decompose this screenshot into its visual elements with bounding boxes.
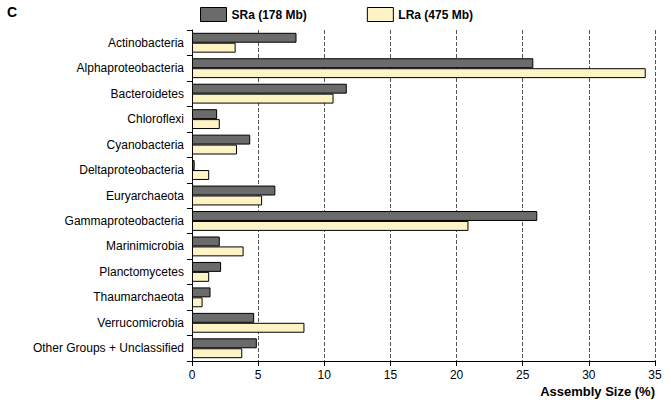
svg-text:Alphaproteobacteria: Alphaproteobacteria (77, 61, 185, 75)
svg-text:Euryarchaeota: Euryarchaeota (106, 189, 184, 203)
svg-text:Chloroflexi: Chloroflexi (127, 112, 184, 126)
svg-text:Marinimicrobia: Marinimicrobia (106, 239, 184, 253)
svg-text:C: C (7, 4, 17, 20)
svg-text:20: 20 (450, 368, 464, 382)
svg-text:Verrucomicrobia: Verrucomicrobia (97, 316, 184, 330)
svg-text:Cyanobacteria: Cyanobacteria (107, 138, 185, 152)
svg-text:Deltaproteobacteria: Deltaproteobacteria (79, 163, 184, 177)
svg-text:Planctomycetes: Planctomycetes (99, 265, 184, 279)
svg-text:0: 0 (189, 368, 196, 382)
svg-text:35: 35 (648, 368, 662, 382)
svg-text:Bacteroidetes: Bacteroidetes (111, 87, 184, 101)
svg-text:Other Groups + Unclassified: Other Groups + Unclassified (33, 341, 184, 355)
svg-text:Assembly Size (%): Assembly Size (%) (540, 384, 655, 399)
svg-text:10: 10 (318, 368, 332, 382)
svg-text:15: 15 (384, 368, 398, 382)
svg-text:Thaumarchaeota: Thaumarchaeota (93, 290, 184, 304)
svg-text:30: 30 (582, 368, 596, 382)
svg-text:5: 5 (255, 368, 262, 382)
svg-text:LRa (475 Mb): LRa (475 Mb) (398, 8, 473, 22)
svg-text:25: 25 (516, 368, 530, 382)
svg-text:Actinobacteria: Actinobacteria (108, 36, 184, 50)
svg-text:SRa (178 Mb): SRa (178 Mb) (232, 8, 307, 22)
svg-text:Gammaproteobacteria: Gammaproteobacteria (65, 214, 185, 228)
